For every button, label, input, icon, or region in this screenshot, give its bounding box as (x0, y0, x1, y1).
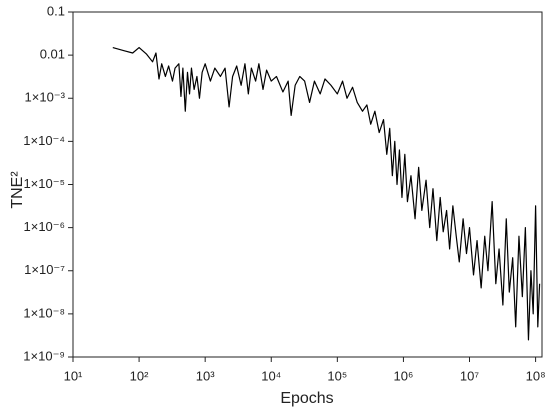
data-line (112, 46, 541, 341)
y-tick-label: 0.01 (40, 47, 65, 62)
x-tick-label: 10² (130, 368, 149, 383)
x-tick-label: 10⁸ (526, 368, 546, 383)
y-axis-label: TNE² (9, 171, 26, 209)
y-tick-label: 1×10⁻⁵ (23, 176, 65, 191)
y-tick-label: 1×10⁻⁴ (23, 133, 65, 148)
y-tick-label: 1×10⁻⁷ (24, 262, 65, 277)
x-tick-label: 10⁴ (261, 368, 281, 383)
y-tick-label: 1×10⁻⁹ (23, 348, 65, 363)
y-tick-label: 1×10⁻⁸ (23, 305, 65, 320)
y-tick-label: 1×10⁻⁶ (24, 219, 66, 234)
x-axis-label: Epochs (280, 390, 333, 407)
x-tick-label: 10¹ (64, 368, 83, 383)
x-tick-label: 10³ (196, 368, 215, 383)
x-tick-label: 10⁵ (327, 368, 347, 383)
y-tick-label: 0.1 (47, 3, 65, 18)
x-tick-label: 10⁷ (460, 368, 479, 383)
x-tick-label: 10⁶ (394, 368, 414, 383)
y-tick-label: 1×10⁻³ (25, 90, 66, 105)
plot-frame (72, 11, 543, 358)
